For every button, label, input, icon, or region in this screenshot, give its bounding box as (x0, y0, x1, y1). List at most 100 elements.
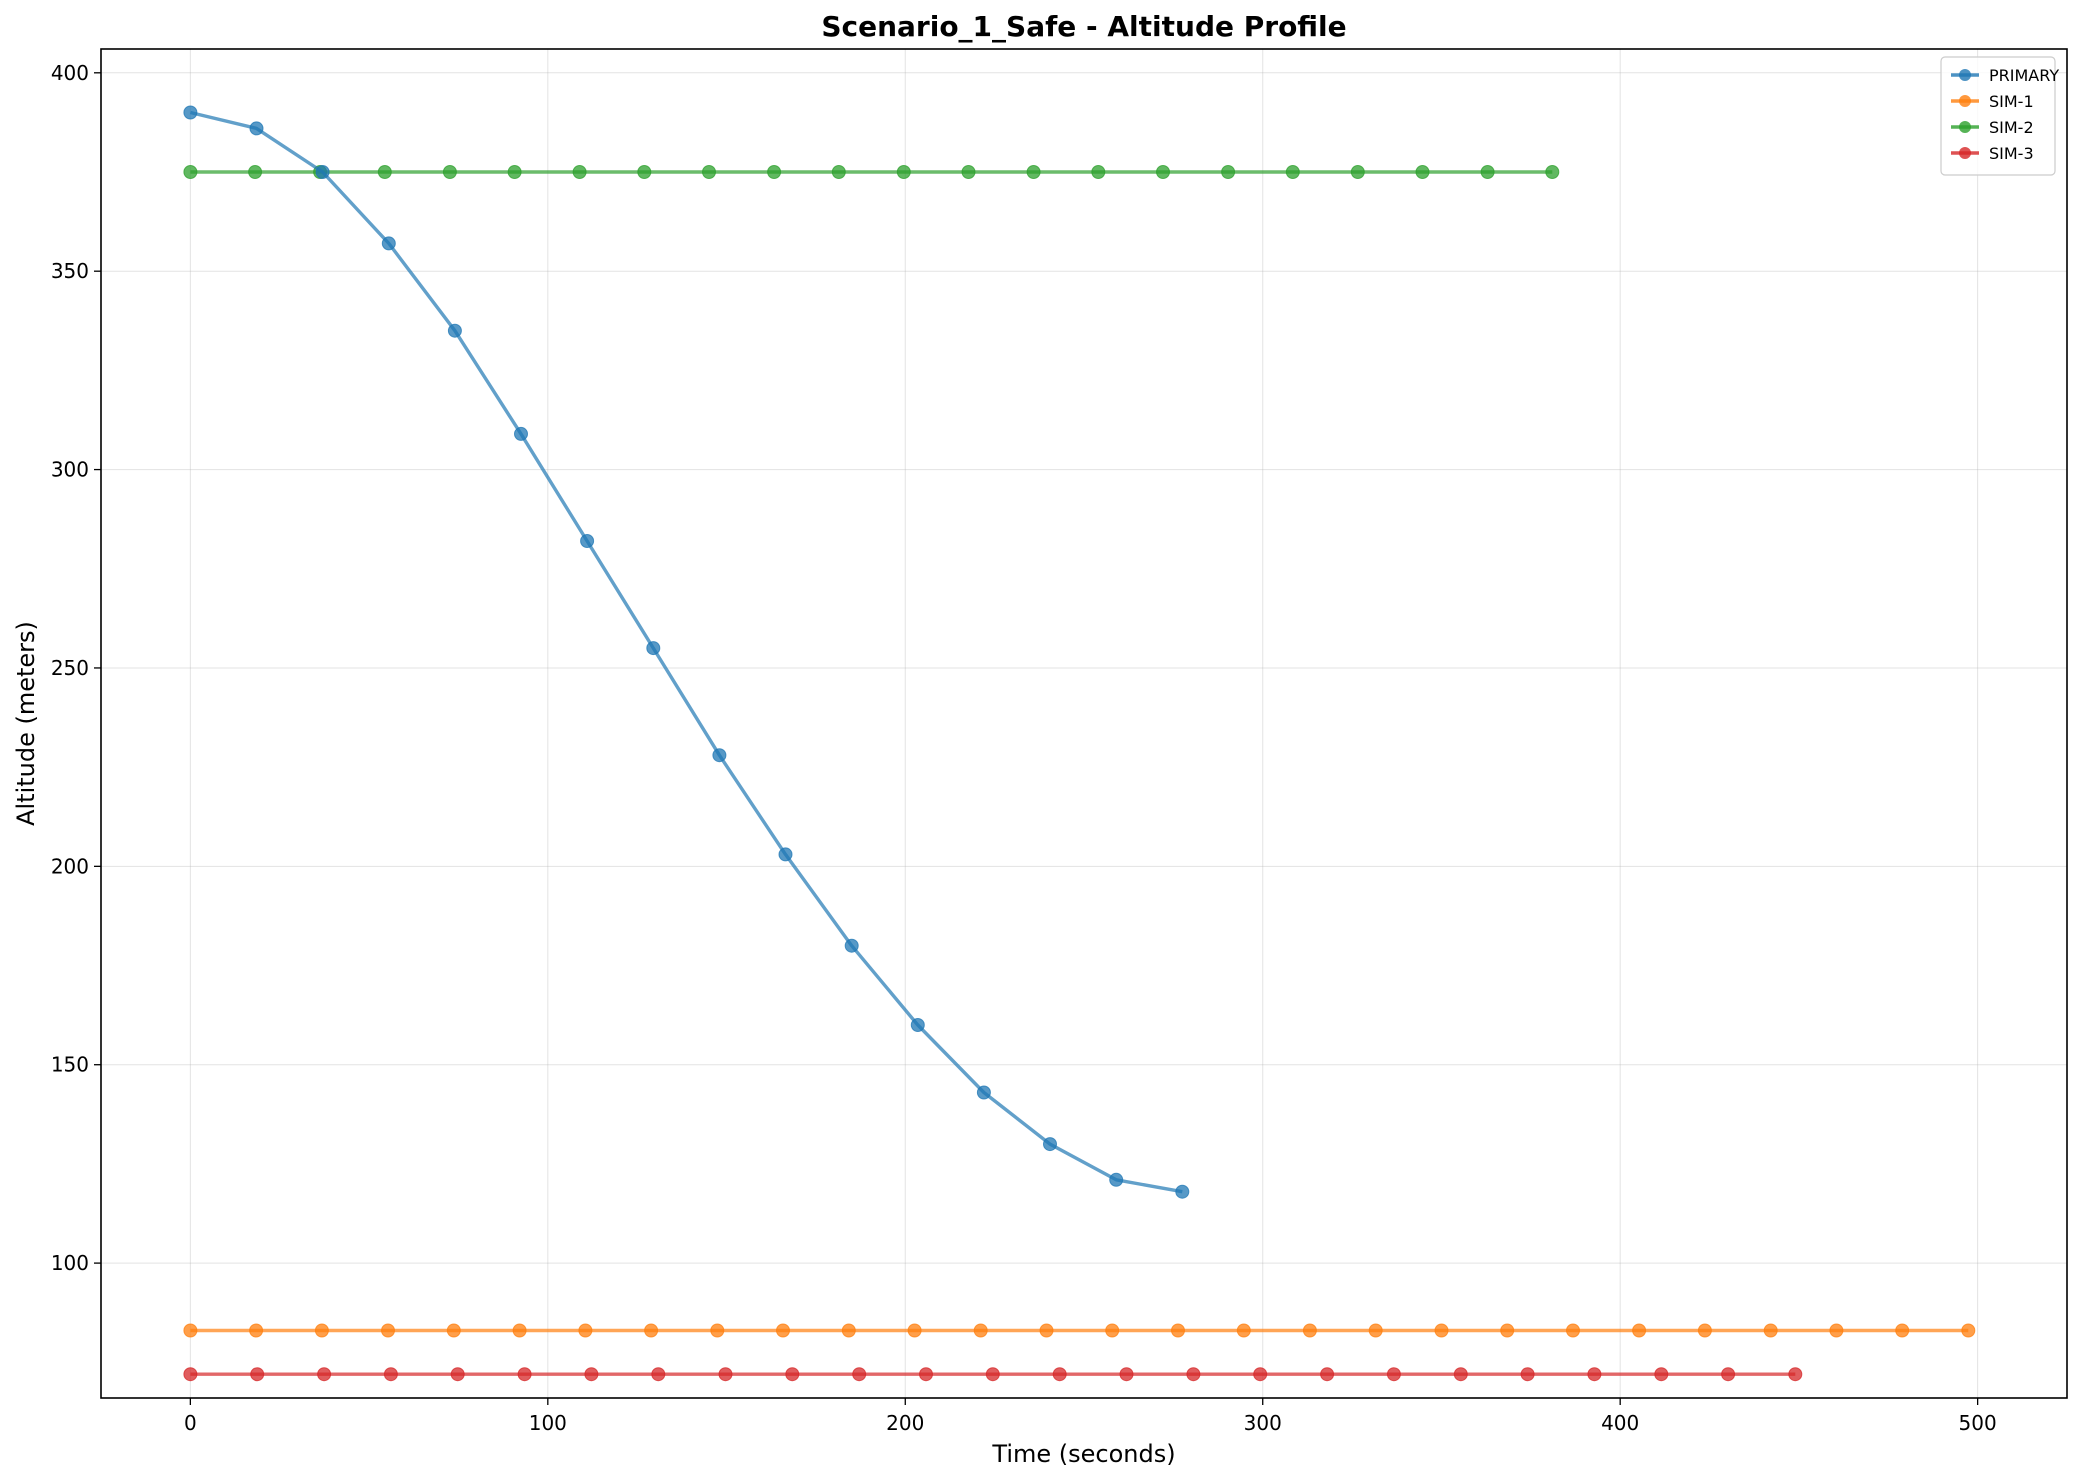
data-point-sim-1 (1302, 1323, 1317, 1338)
data-point-primary (646, 641, 661, 656)
legend-swatch-marker (1959, 69, 1971, 81)
data-point-sim-3 (1253, 1367, 1268, 1382)
data-point-sim-3 (250, 1367, 265, 1382)
y-tick-label: 400 (51, 61, 89, 85)
data-point-sim-1 (1566, 1323, 1580, 1338)
y-tick-label: 350 (51, 259, 89, 283)
legend-label: SIM-1 (1989, 92, 2034, 111)
x-tick-label: 0 (184, 1411, 197, 1435)
data-point-primary (447, 323, 462, 338)
data-point-sim-3 (1654, 1367, 1669, 1382)
data-point-sim-3 (985, 1367, 1000, 1382)
data-point-sim-2 (248, 165, 263, 179)
data-point-sim-2 (1480, 165, 1495, 179)
legend-swatch-marker (1959, 121, 1971, 133)
x-tick-label: 500 (1959, 1411, 1997, 1435)
data-point-sim-1 (1829, 1323, 1844, 1338)
data-point-primary (712, 748, 727, 763)
data-point-sim-1 (578, 1323, 593, 1338)
x-tick-label: 100 (529, 1411, 567, 1435)
legend-swatch-marker (1959, 95, 1971, 107)
data-point-primary (514, 426, 528, 441)
data-point-sim-1 (1368, 1323, 1383, 1338)
x-axis-label: Time (seconds) (991, 1440, 1175, 1468)
data-point-sim-1 (1434, 1323, 1449, 1338)
data-point-sim-3 (183, 1367, 198, 1382)
data-point-sim-1 (314, 1323, 329, 1338)
plot-frame (100, 48, 2068, 1399)
data-point-sim-3 (450, 1367, 465, 1382)
data-point-primary (580, 534, 595, 548)
data-point-sim-2 (507, 165, 522, 179)
legend: PRIMARY SIM-1 SIM-2 SIM-3 (1940, 56, 2059, 176)
data-point-sim-2 (572, 165, 587, 179)
data-point-sim-2 (767, 165, 782, 179)
data-point-sim-3 (1453, 1367, 1468, 1382)
data-point-sim-1 (776, 1323, 790, 1338)
data-point-sim-2 (1545, 165, 1560, 179)
series-line-primary (190, 110, 1183, 1194)
data-point-sim-3 (317, 1367, 332, 1382)
data-point-sim-2 (377, 165, 392, 179)
data-point-sim-2 (961, 165, 976, 179)
data-point-sim-1 (1961, 1323, 1976, 1338)
data-point-sim-1 (644, 1323, 659, 1338)
data-point-sim-1 (1697, 1323, 1712, 1338)
data-point-sim-2 (1221, 165, 1236, 179)
data-point-sim-2 (1350, 165, 1365, 179)
data-point-primary (249, 121, 264, 136)
data-point-sim-1 (1236, 1323, 1251, 1338)
y-tick-label: 200 (51, 854, 89, 878)
data-point-sim-2 (1156, 165, 1170, 179)
legend-swatch-marker (1959, 147, 1971, 159)
legend-label: SIM-3 (1989, 144, 2034, 163)
data-point-sim-1 (710, 1323, 725, 1338)
data-point-sim-3 (651, 1367, 666, 1382)
data-point-sim-1 (1171, 1323, 1185, 1338)
data-point-sim-1 (973, 1323, 988, 1338)
data-point-primary (315, 165, 330, 179)
y-tick-label: 250 (51, 656, 89, 680)
data-point-sim-3 (852, 1367, 867, 1382)
data-point-sim-3 (1587, 1367, 1602, 1382)
data-point-sim-1 (841, 1323, 856, 1338)
data-point-sim-1 (1039, 1323, 1054, 1338)
chart-title: Scenario_1_Safe - Altitude Profile (821, 10, 1346, 43)
series-layer (183, 105, 1976, 1382)
x-tick-label: 400 (1601, 1411, 1639, 1435)
data-point-sim-1 (381, 1323, 395, 1338)
data-point-primary (844, 938, 859, 953)
data-point-sim-3 (517, 1367, 532, 1382)
data-point-primary (1175, 1184, 1190, 1199)
data-point-sim-1 (1632, 1323, 1647, 1338)
y-axis-label: Altitude (meters) (12, 621, 40, 826)
data-point-sim-2 (1415, 165, 1430, 179)
x-tick-label: 300 (1244, 1411, 1282, 1435)
data-point-sim-1 (1895, 1323, 1910, 1338)
data-point-sim-2 (183, 165, 198, 179)
y-tick-label: 100 (51, 1251, 89, 1275)
data-point-sim-2 (702, 165, 716, 179)
data-point-primary (976, 1085, 991, 1100)
data-point-sim-1 (1763, 1323, 1778, 1338)
data-point-sim-3 (1788, 1367, 1803, 1382)
data-point-primary (1109, 1172, 1124, 1187)
data-point-sim-1 (183, 1323, 198, 1338)
data-point-sim-1 (1500, 1323, 1515, 1338)
data-point-sim-2 (1285, 165, 1300, 179)
data-point-primary (910, 1018, 925, 1032)
data-point-sim-3 (1520, 1367, 1535, 1382)
legend-label: PRIMARY (1989, 66, 2059, 85)
data-point-sim-3 (1186, 1367, 1201, 1382)
data-point-primary (778, 847, 793, 862)
data-point-sim-1 (907, 1323, 922, 1338)
data-point-sim-2 (637, 165, 652, 179)
axis-ticks: 0 100 200 300 400 500 100 150 200 250 300 350 400 (51, 61, 1997, 1435)
data-point-sim-2 (442, 165, 457, 179)
data-point-sim-3 (584, 1367, 599, 1382)
x-tick-label: 200 (886, 1411, 924, 1435)
data-point-sim-3 (383, 1367, 398, 1382)
